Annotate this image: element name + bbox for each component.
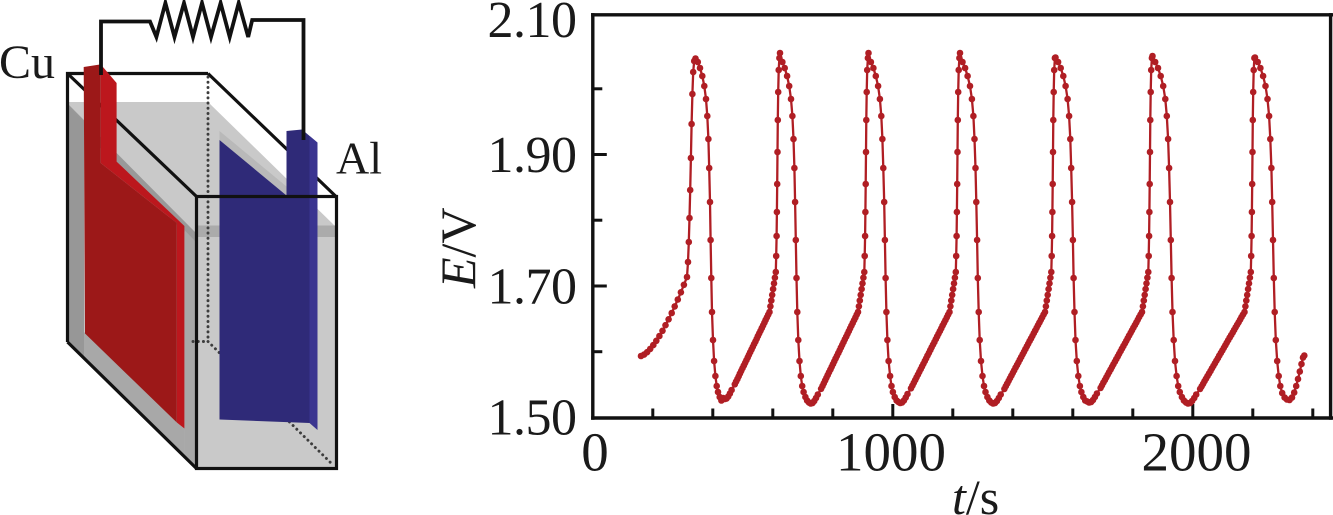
svg-text:1000: 1000 xyxy=(836,422,946,483)
svg-text:1.90: 1.90 xyxy=(488,127,577,184)
svg-text:2.10: 2.10 xyxy=(488,0,577,49)
svg-text:t/s: t/s xyxy=(952,469,999,515)
svg-text:Cu: Cu xyxy=(0,36,55,89)
svg-text:2000: 2000 xyxy=(1142,422,1252,483)
svg-text:E/V: E/V xyxy=(430,207,486,289)
svg-text:1.50: 1.50 xyxy=(488,390,577,447)
svg-text:Al: Al xyxy=(336,133,382,184)
svg-text:1.70: 1.70 xyxy=(488,259,577,316)
svg-text:0: 0 xyxy=(581,422,609,483)
